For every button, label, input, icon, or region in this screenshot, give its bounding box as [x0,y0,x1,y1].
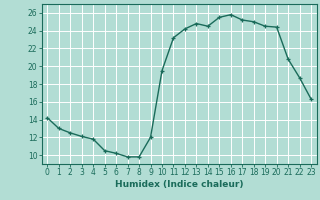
X-axis label: Humidex (Indice chaleur): Humidex (Indice chaleur) [115,180,244,189]
